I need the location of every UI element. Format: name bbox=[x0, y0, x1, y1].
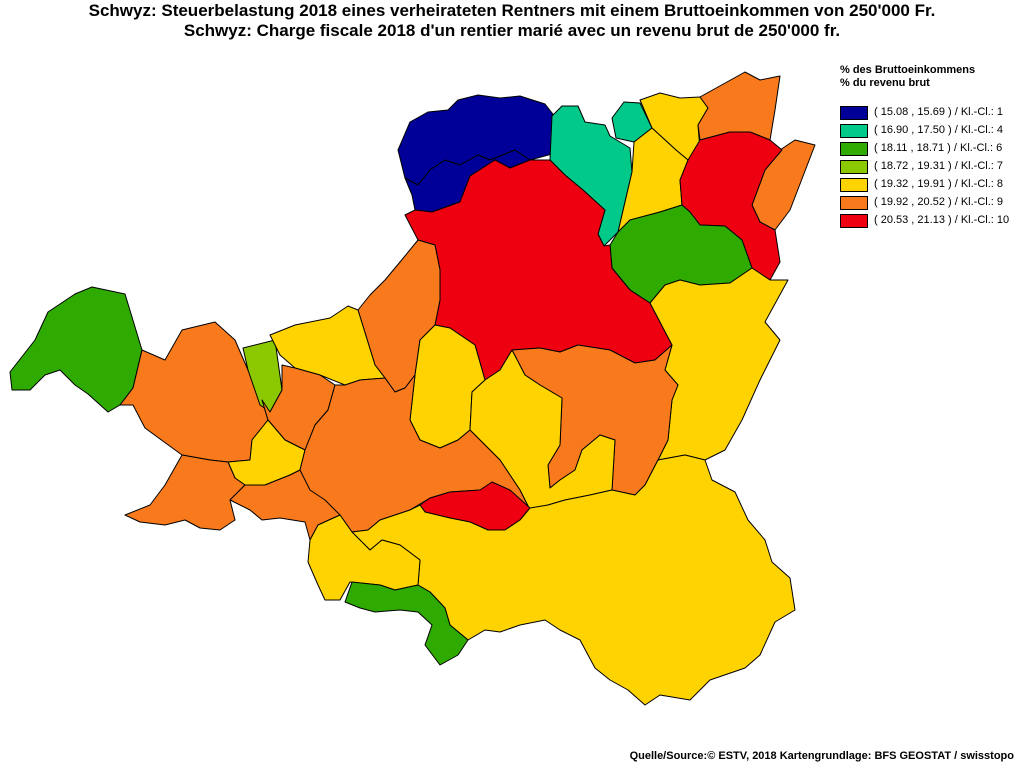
map-region-west-green[interactable] bbox=[9, 286, 143, 413]
map-title-french: Schwyz: Charge fiscale 2018 d'un rentier… bbox=[183, 21, 841, 40]
map-region-west-orange-a[interactable] bbox=[119, 321, 269, 463]
map-title-german: Schwyz: Steuerbelastung 2018 eines verhe… bbox=[88, 1, 936, 20]
legend-label: ( 15.08 , 15.69 ) / Kl.-Cl.: 1 bbox=[874, 106, 1004, 118]
map-region-south-green[interactable] bbox=[344, 581, 469, 666]
legend-swatch bbox=[840, 106, 868, 120]
legend-swatch bbox=[840, 214, 868, 228]
legend-label: ( 19.92 , 20.52 ) / Kl.-Cl.: 9 bbox=[874, 196, 1004, 208]
legend-swatch bbox=[840, 178, 868, 192]
map-region-southwest-orange[interactable] bbox=[124, 454, 246, 531]
legend-heading-german: % des Bruttoeinkommens bbox=[840, 64, 976, 76]
legend-swatch bbox=[840, 124, 868, 138]
map-region-northeast-orange-a[interactable] bbox=[697, 71, 781, 141]
legend-heading-french: % du revenu brut bbox=[840, 77, 930, 89]
legend-swatch bbox=[840, 142, 868, 156]
legend-swatch bbox=[840, 160, 868, 174]
legend-label: ( 18.72 , 19.31 ) / Kl.-Cl.: 7 bbox=[874, 160, 1004, 172]
legend-label: ( 18.11 , 18.71 ) / Kl.-Cl.: 6 bbox=[874, 142, 1003, 154]
source-credit: Quelle/Source:© ESTV, 2018 Kartengrundla… bbox=[629, 750, 1014, 762]
map-region-east-yellow[interactable] bbox=[649, 267, 789, 461]
legend-swatch bbox=[840, 196, 868, 210]
legend-label: ( 20.53 , 21.13 ) / Kl.-Cl.: 10 bbox=[874, 214, 1010, 226]
legend-label: ( 16.90 , 17.50 ) / Kl.-Cl.: 4 bbox=[874, 124, 1004, 136]
legend-label: ( 19.32 , 19.91 ) / Kl.-Cl.: 8 bbox=[874, 178, 1004, 190]
